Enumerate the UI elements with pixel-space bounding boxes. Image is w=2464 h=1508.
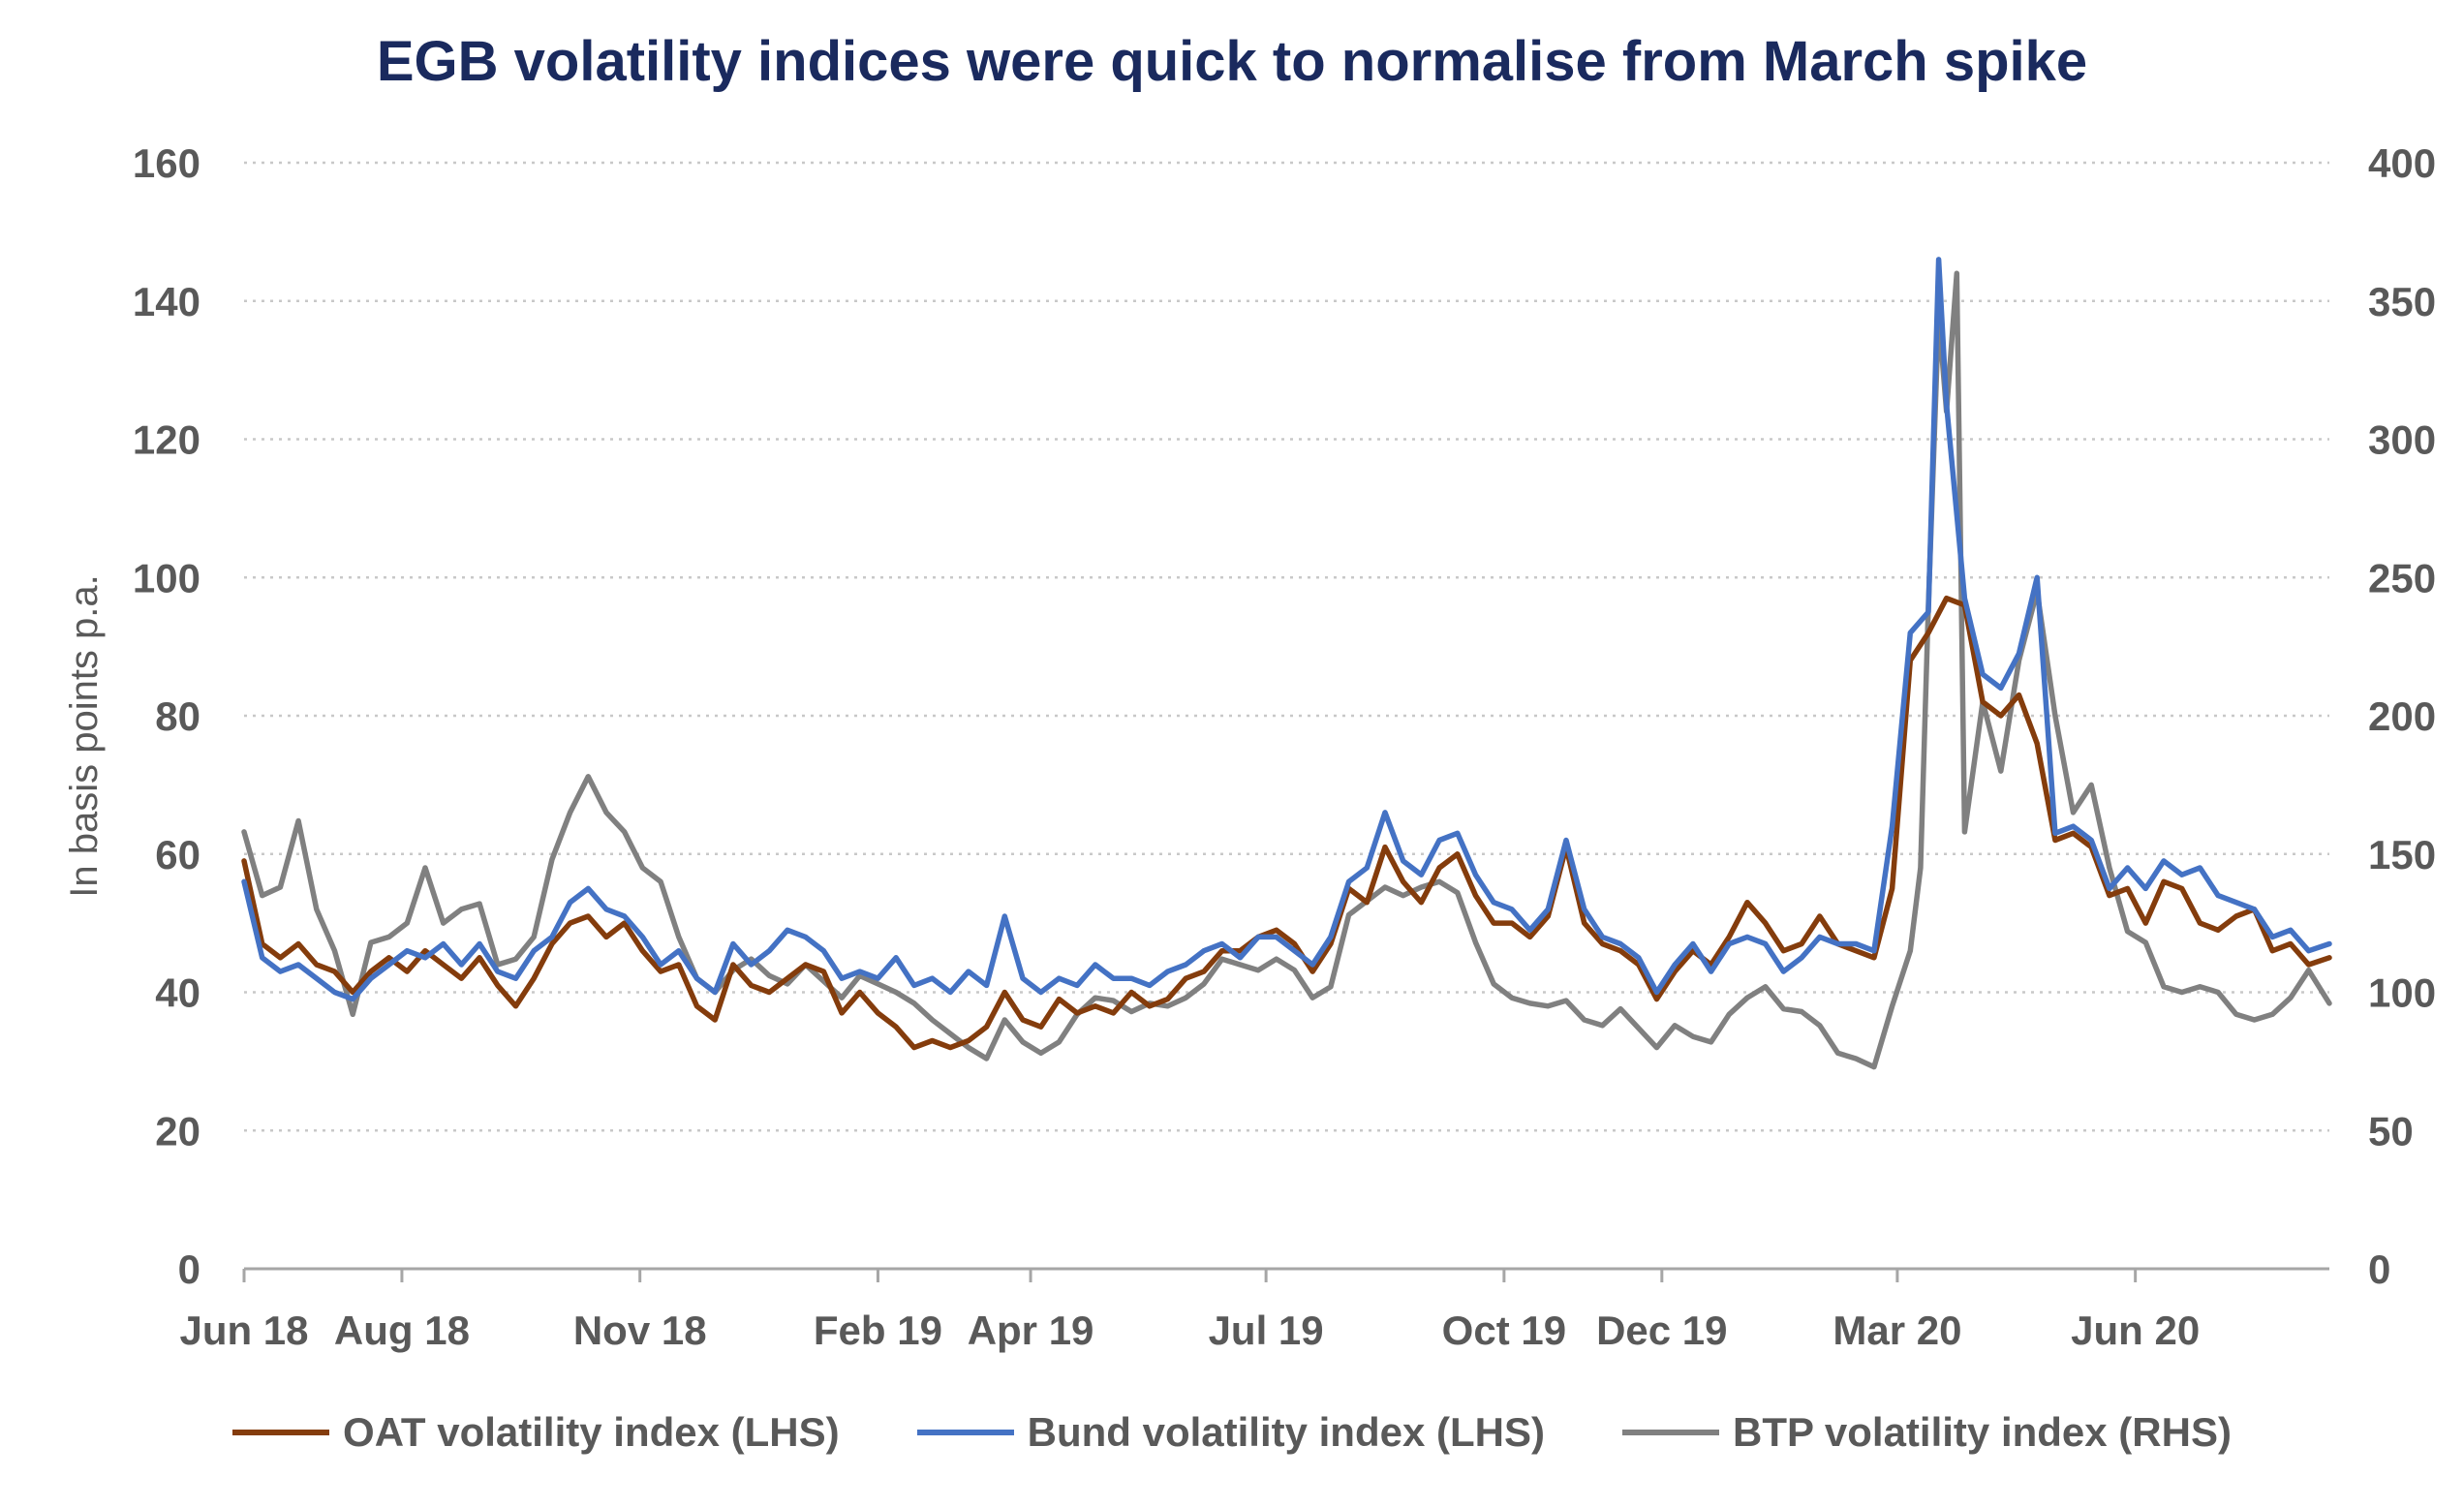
y-tick-label-right: 250: [2368, 555, 2436, 600]
legend-swatch: [1621, 1430, 1719, 1435]
y-tick-label-left: 60: [155, 832, 200, 877]
series-lines: [241, 257, 2332, 1070]
chart-title: EGB volatility indices were quick to nor…: [376, 30, 2088, 93]
x-tick-label: Feb 19: [814, 1308, 942, 1353]
y-tick-label-left: 0: [178, 1246, 200, 1292]
y-tick-label-right: 150: [2368, 832, 2436, 877]
legend-swatch: [916, 1430, 1014, 1435]
x-tick-label: Nov 18: [573, 1308, 707, 1353]
x-tick-label: Oct 19: [1442, 1308, 1566, 1353]
y-axis-label: In basis points p.a.: [63, 574, 106, 898]
y-tick-label-right: 100: [2368, 970, 2436, 1016]
y-tick-label-left: 20: [155, 1108, 200, 1154]
legend-item-0: OAT volatility index (LHS): [232, 1409, 840, 1456]
gridlines: [244, 161, 2329, 1132]
y-tick-label-left: 120: [133, 417, 200, 463]
y-tick-label-left: 160: [133, 140, 200, 186]
y-tick-label-left: 40: [155, 970, 200, 1016]
series-line-1: [241, 257, 2332, 1002]
legend-swatch: [232, 1430, 330, 1435]
x-tick-label: Mar 20: [1833, 1308, 1961, 1353]
x-tick-label: Jun 20: [2071, 1308, 2200, 1353]
legend-item-2: BTP volatility index (RHS): [1621, 1409, 2232, 1456]
y-tick-label-left: 100: [133, 555, 200, 600]
x-tick-label: Jul 19: [1209, 1308, 1324, 1353]
series-line-2: [241, 270, 2332, 1070]
legend-item-1: Bund volatility index (LHS): [916, 1409, 1545, 1456]
y-tick-label-left: 80: [155, 693, 200, 739]
axes: 0 0 20 50 40 100 60 150 80 200 100 250 120 300 140 350 1…: [133, 140, 2436, 1353]
x-tick-label: Aug 18: [334, 1308, 470, 1353]
y-tick-label-left: 140: [133, 279, 200, 324]
legend-label: BTP volatility index (RHS): [1732, 1409, 2232, 1455]
legend-label: Bund volatility index (LHS): [1027, 1409, 1545, 1455]
x-tick-label: Apr 19: [968, 1308, 1094, 1353]
y-tick-label-right: 300: [2368, 417, 2436, 463]
x-tick-label: Dec 19: [1596, 1308, 1727, 1353]
y-tick-label-right: 50: [2368, 1108, 2414, 1154]
x-tick-label: Jun 18: [179, 1308, 308, 1353]
y-tick-label-right: 200: [2368, 693, 2436, 739]
y-tick-label-right: 0: [2368, 1246, 2390, 1292]
legend-label: OAT volatility index (LHS): [343, 1409, 840, 1455]
series-line-0: [241, 595, 2332, 1051]
legend: OAT volatility index (LHS) Bund volatilit…: [0, 1409, 2464, 1456]
y-tick-label-right: 350: [2368, 279, 2436, 324]
y-tick-label-right: 400: [2368, 140, 2436, 186]
